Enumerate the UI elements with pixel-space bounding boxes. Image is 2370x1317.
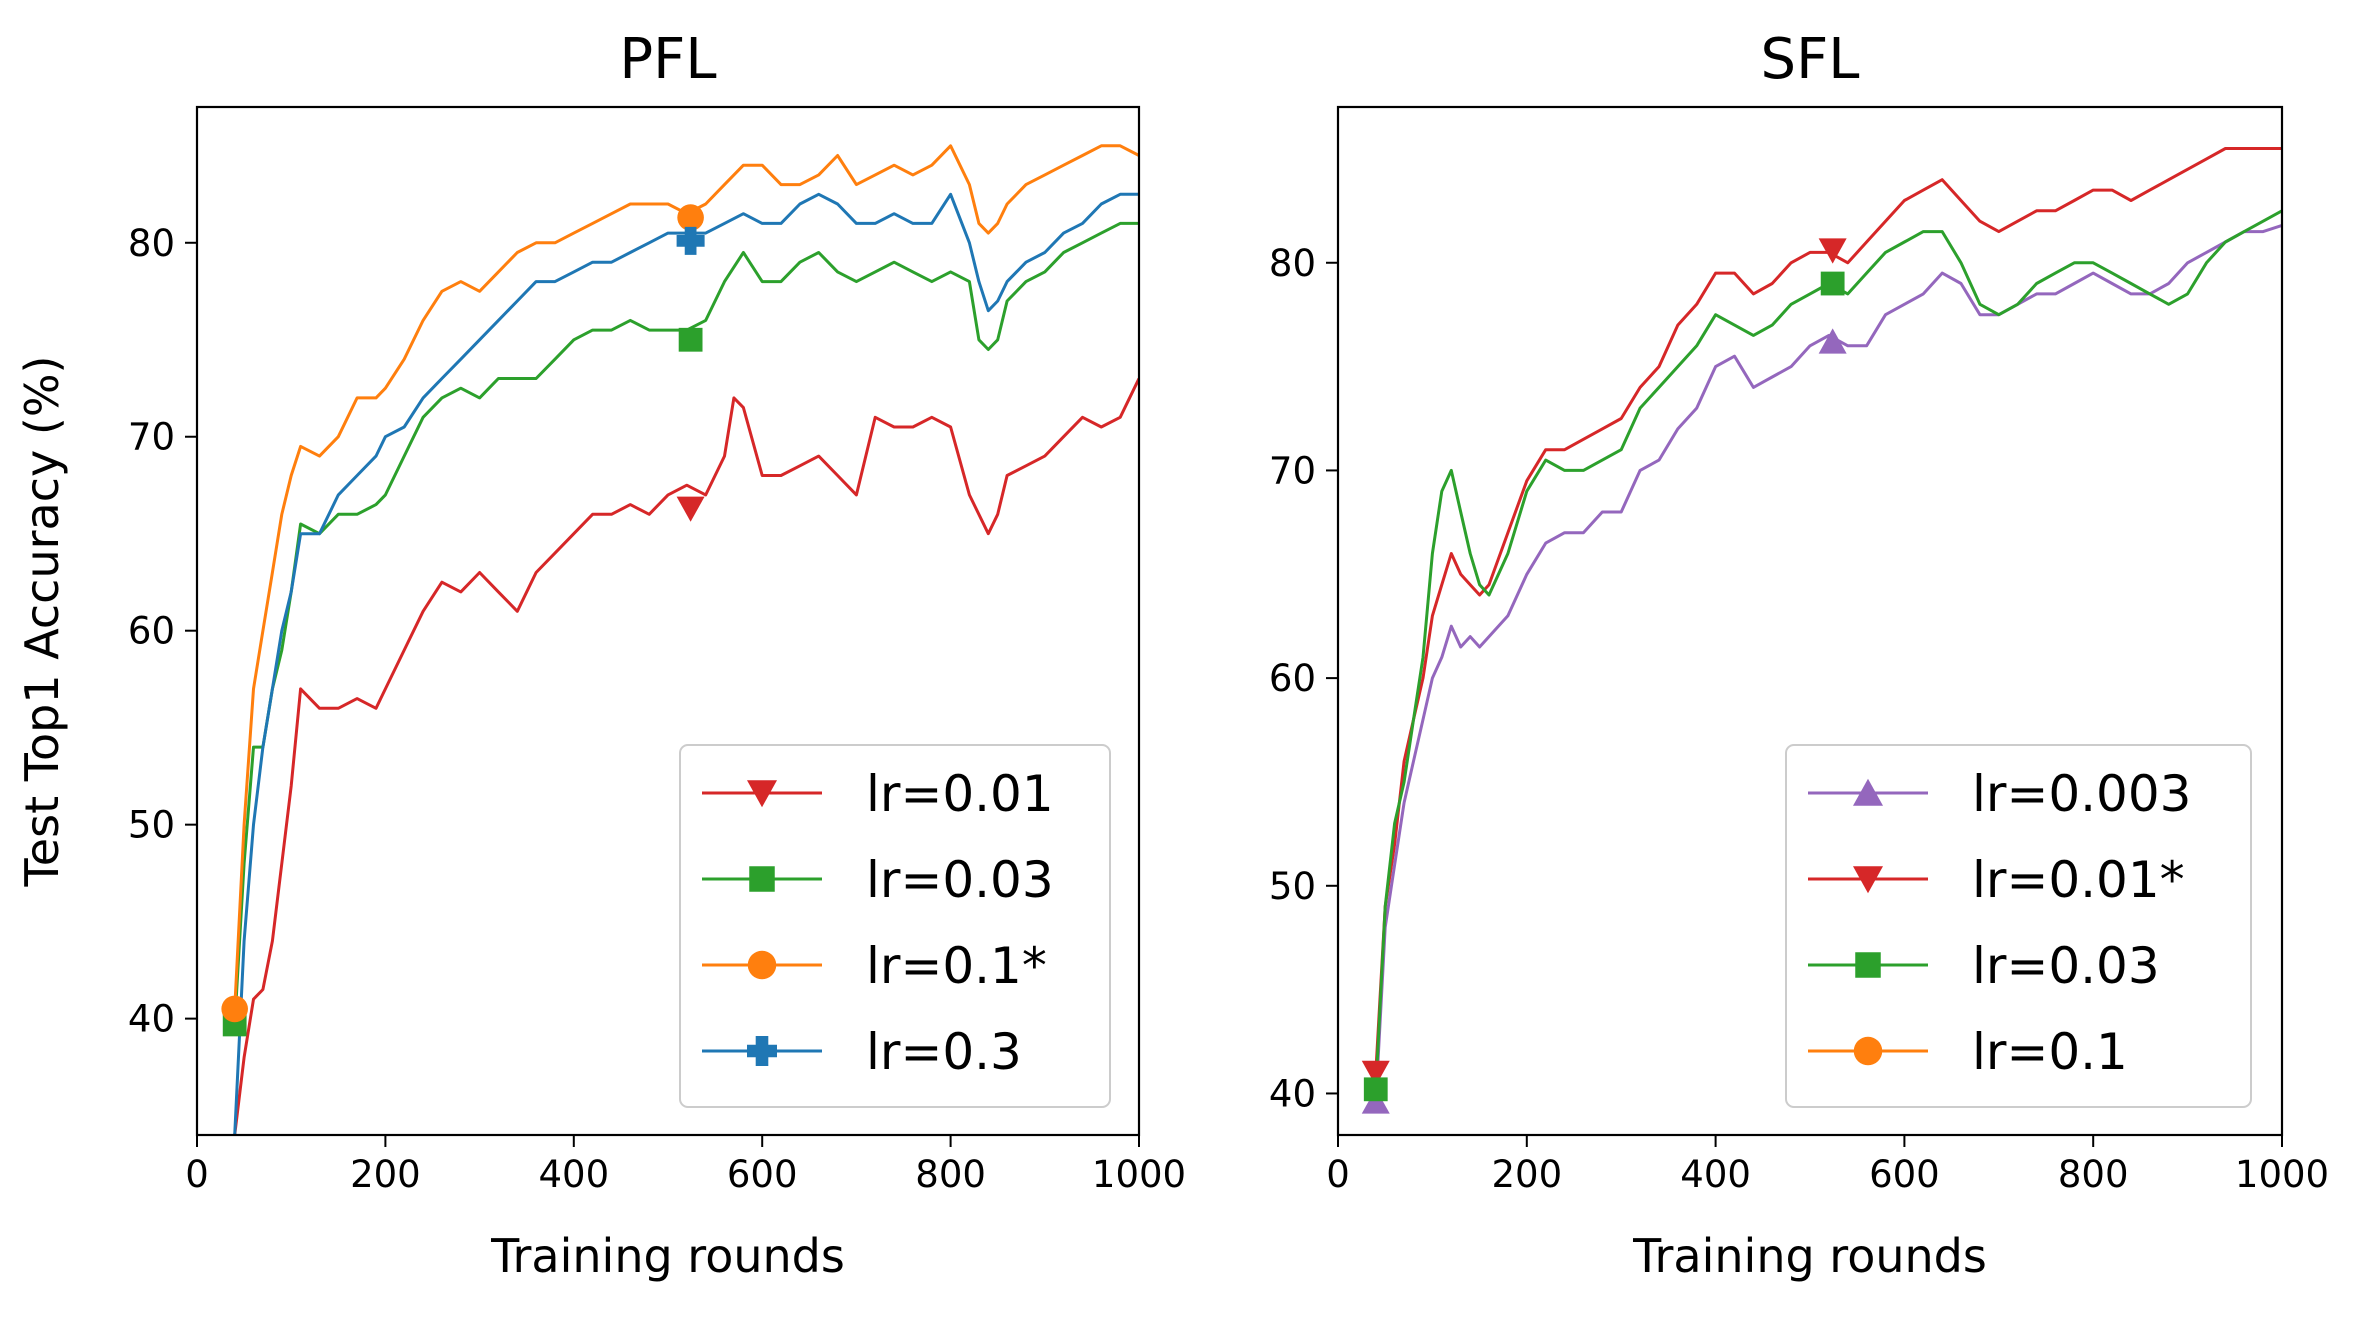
x-tick-label-800: 800 bbox=[915, 1153, 986, 1196]
legend-entry-lr=0.01*: lr=0.01* bbox=[1808, 851, 2185, 909]
plot-area bbox=[221, 144, 1139, 1135]
series-marker-lr=0.03-1 bbox=[1820, 271, 1845, 296]
legend-marker bbox=[1853, 1036, 1883, 1066]
series-line-lr=0.1* bbox=[233, 144, 1139, 1009]
x-axis-label: Training rounds bbox=[1632, 1229, 1987, 1283]
legend-label: lr=0.03 bbox=[1972, 937, 2160, 995]
x-tick-label-800: 800 bbox=[2058, 1153, 2129, 1196]
series-line-lr=0.03 bbox=[233, 221, 1139, 1025]
legend-entry-lr=0.1: lr=0.1 bbox=[1808, 1023, 2128, 1081]
legend-entry-lr=0.003: lr=0.003 bbox=[1808, 765, 2191, 823]
legend: lr=0.01 lr=0.03 lr=0.1* lr=0.3 bbox=[679, 744, 1111, 1108]
plot-area bbox=[1361, 147, 2282, 1114]
series-marker-lr=0.01*-0 bbox=[1361, 1060, 1390, 1086]
chart-title: SFL bbox=[1761, 27, 1860, 92]
legend-label: lr=0.003 bbox=[1972, 765, 2191, 823]
series-marker-lr=0.003-1 bbox=[1818, 328, 1847, 354]
panel-pfl: 0 200 400 600 800 1000 40 50 60 70 80 PFL Training r… bbox=[15, 27, 1186, 1283]
series-line-lr=0.003 bbox=[1374, 223, 2282, 1102]
panel-sfl: 0 200 400 600 800 1000 40 50 60 70 80 SFL Training r… bbox=[1269, 27, 2329, 1283]
x-tick-label-400: 400 bbox=[1680, 1153, 1751, 1196]
axes-frame bbox=[1336, 105, 2284, 1137]
y-tick-label-70: 70 bbox=[128, 416, 175, 459]
x-tick-label-600: 600 bbox=[1869, 1153, 1940, 1196]
legend-marker bbox=[1853, 778, 1883, 806]
series-marker-lr=0.03-1 bbox=[678, 327, 703, 352]
legend-marker bbox=[747, 780, 777, 808]
x-tick-label-1000: 1000 bbox=[2235, 1153, 2329, 1196]
legend: lr=0.003 lr=0.01* lr=0.03 lr=0.1 bbox=[1785, 744, 2252, 1108]
legend-entry-lr=0.3: lr=0.3 bbox=[702, 1023, 1022, 1081]
x-tick-label-200: 200 bbox=[1491, 1153, 1562, 1196]
legend-entry-lr=0.03: lr=0.03 bbox=[1808, 937, 2160, 995]
legend-entry-lr=0.03: lr=0.03 bbox=[702, 851, 1054, 909]
series-marker-lr=0.3-0 bbox=[676, 226, 705, 255]
legend-label: lr=0.1 bbox=[1972, 1023, 2128, 1081]
series-marker-lr=0.01*-1 bbox=[1818, 238, 1847, 264]
y-tick-label-80: 80 bbox=[128, 222, 175, 265]
legend-entry-lr=0.1*: lr=0.1* bbox=[702, 937, 1047, 995]
series-marker-lr=0.01-0 bbox=[676, 496, 705, 522]
series-marker-lr=0.1*-0 bbox=[221, 995, 248, 1023]
x-tick-label-600: 600 bbox=[727, 1153, 798, 1196]
y-axis-label: Test Top1 Accuracy (%) bbox=[15, 356, 69, 888]
y-tick-label-40: 40 bbox=[1269, 1072, 1316, 1115]
legend-label: lr=0.3 bbox=[866, 1023, 1022, 1081]
chart-title: PFL bbox=[619, 27, 716, 92]
legend-box bbox=[1785, 744, 2252, 1108]
x-tick-label-1000: 1000 bbox=[1092, 1153, 1186, 1196]
series-line-lr=0.03 bbox=[1374, 209, 2282, 1090]
y-tick-label-60: 60 bbox=[128, 610, 175, 653]
y-tick-label-80: 80 bbox=[1269, 242, 1316, 285]
series-marker-lr=0.03-0 bbox=[1363, 1077, 1388, 1102]
x-tick-label-400: 400 bbox=[538, 1153, 609, 1196]
series-line-lr=0.3 bbox=[233, 192, 1139, 1135]
y-tick-label-50: 50 bbox=[128, 804, 175, 847]
legend-marker bbox=[747, 1036, 777, 1066]
y-tick-label-70: 70 bbox=[1269, 449, 1316, 492]
legend-label: lr=0.1* bbox=[866, 937, 1047, 995]
y-tick-label-60: 60 bbox=[1269, 657, 1316, 700]
series-line-lr=0.01 bbox=[233, 377, 1139, 1135]
y-tick-label-40: 40 bbox=[128, 998, 175, 1041]
legend-marker bbox=[1853, 866, 1883, 894]
legend-label: lr=0.01 bbox=[866, 765, 1054, 823]
legend-box bbox=[679, 744, 1111, 1108]
x-tick-label-0: 0 bbox=[1326, 1153, 1350, 1196]
legend-marker bbox=[1855, 952, 1881, 978]
y-tick-label-50: 50 bbox=[1269, 865, 1316, 908]
legend-entry-lr=0.01: lr=0.01 bbox=[702, 765, 1054, 823]
series-line-lr=0.01* bbox=[1374, 147, 2282, 1073]
series-marker-lr=0.1*-1 bbox=[677, 204, 704, 231]
axes-frame bbox=[195, 105, 1141, 1137]
legend-label: lr=0.01* bbox=[1972, 851, 2185, 909]
legend-label: lr=0.03 bbox=[866, 851, 1054, 909]
legend-marker bbox=[747, 950, 777, 980]
x-axis-label: Training rounds bbox=[490, 1229, 845, 1283]
legend-marker bbox=[749, 866, 775, 892]
x-tick-label-200: 200 bbox=[350, 1153, 421, 1196]
x-tick-label-0: 0 bbox=[185, 1153, 209, 1196]
